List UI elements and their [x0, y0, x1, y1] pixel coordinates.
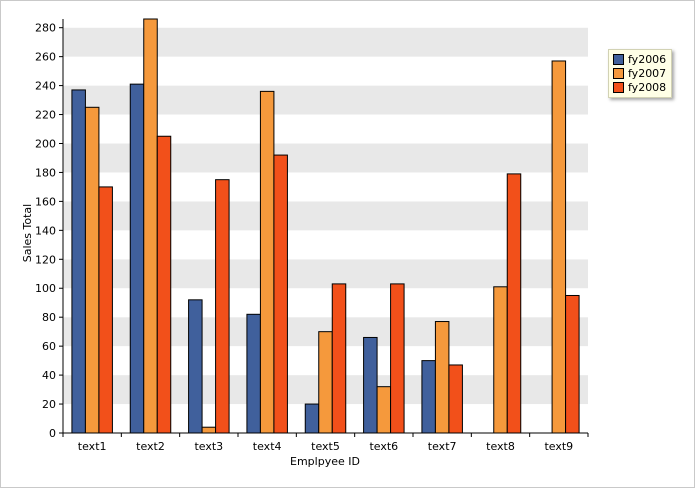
- bars: [71, 18, 580, 434]
- y-tick-label: 100: [35, 282, 56, 295]
- bar-fy2007-text2: [143, 18, 158, 434]
- x-tick-label-text7: text7: [428, 440, 457, 453]
- legend-swatch-fy2008: [613, 82, 624, 93]
- y-tick-label: 240: [35, 80, 56, 93]
- x-tick-label-text2: text2: [136, 440, 165, 453]
- y-tick-label: 180: [35, 166, 56, 179]
- y-tick-label: 200: [35, 137, 56, 150]
- y-tick-label: 40: [42, 369, 56, 382]
- legend-swatch-fy2006: [613, 54, 624, 65]
- grid-band: [63, 19, 588, 28]
- bar-fy2008-text3: [215, 179, 230, 434]
- x-tick-label-text8: text8: [486, 440, 515, 453]
- bar-fy2007-text3: [201, 426, 217, 434]
- bar-fy2007-text8: [493, 286, 508, 434]
- legend-label-fy2008: fy2008: [628, 81, 667, 94]
- legend-item-fy2008: fy2008: [613, 81, 666, 94]
- bar-fy2008-text6: [390, 283, 405, 434]
- bar-fy2007-text6: [376, 386, 392, 434]
- x-axis-ticks: text1 text2 text3 text4 text5 text6 text7 text8…: [62, 433, 589, 453]
- x-tick-label-text1: text1: [78, 440, 107, 453]
- bar-fy2008-text2: [156, 135, 172, 434]
- bar-fy2006-text5: [304, 403, 320, 434]
- y-tick-label: 60: [42, 340, 56, 353]
- bar-fy2008-text5: [331, 283, 347, 434]
- x-tick-label-text4: text4: [253, 440, 282, 453]
- legend-item-fy2007: fy2007: [613, 67, 666, 80]
- bar-fy2007-text4: [259, 90, 275, 434]
- legend-item-fy2006: fy2006: [613, 53, 666, 66]
- y-tick-label: 80: [42, 311, 56, 324]
- bar-fy2008-text8: [506, 173, 522, 434]
- bar-fy2007-text9: [551, 60, 567, 434]
- bar-fy2006-text3: [188, 299, 203, 434]
- x-tick-label-text6: text6: [369, 440, 398, 453]
- bar-fy2007-text5: [318, 331, 333, 434]
- bar-fy2006-text6: [363, 336, 378, 434]
- grid-band: [63, 56, 588, 86]
- y-tick-label: 160: [35, 195, 56, 208]
- bar-fy2006-text2: [129, 83, 145, 434]
- y-tick-label: 280: [35, 22, 56, 35]
- x-tick-label-text3: text3: [194, 440, 223, 453]
- x-tick-label-text5: text5: [311, 440, 340, 453]
- bar-fy2006-text1: [71, 89, 86, 434]
- axes: [62, 19, 588, 434]
- y-tick-label: 0: [49, 427, 56, 440]
- legend: fy2006 fy2007 fy2008: [608, 49, 672, 98]
- legend-label-fy2006: fy2006: [628, 53, 667, 66]
- legend-swatch-fy2007: [613, 68, 624, 79]
- y-tick-label: 220: [35, 109, 56, 122]
- grid-band: [63, 27, 588, 57]
- bar-fy2006-text7: [421, 360, 436, 434]
- legend-label-fy2007: fy2007: [628, 67, 667, 80]
- bar-fy2008-text4: [273, 154, 288, 434]
- bar-fy2008-text7: [448, 364, 463, 434]
- bar-fy2006-text4: [246, 313, 261, 434]
- y-tick-label: 20: [42, 398, 56, 411]
- y-tick-label: 140: [35, 224, 56, 237]
- x-axis-title: Emplpyee ID: [290, 455, 360, 468]
- y-axis-ticks: 0 20 40 60 80 100 120 140 160 180 200 220 240 260 280: [35, 22, 63, 440]
- y-tick-label: 260: [35, 51, 56, 64]
- bar-fy2008-text1: [98, 186, 113, 434]
- bar-fy2007-text1: [84, 106, 100, 434]
- bar-fy2008-text9: [565, 294, 580, 434]
- y-axis-title: Sales Total: [21, 204, 34, 262]
- y-tick-label: 120: [35, 253, 56, 266]
- x-tick-label-text9: text9: [544, 440, 573, 453]
- bar-fy2007-text7: [434, 321, 450, 434]
